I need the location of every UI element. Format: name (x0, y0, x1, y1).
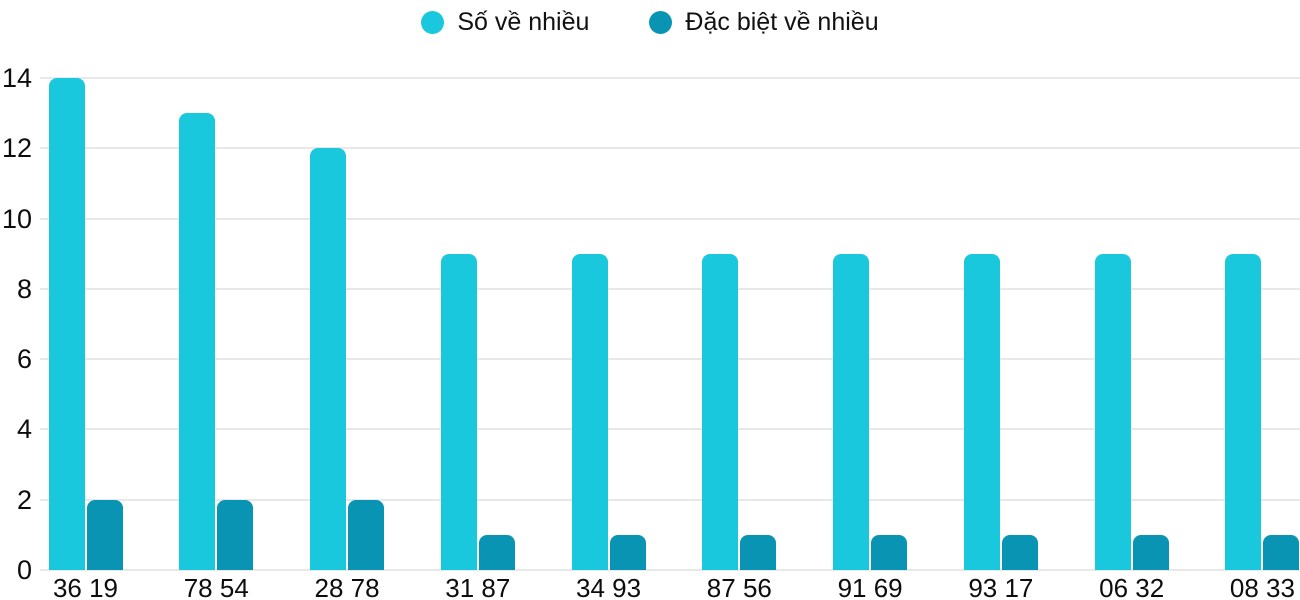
bar-dac-biet-ve-nhieu-93-17[interactable] (1001, 534, 1038, 570)
y-axis-tick-2: 2 (16, 484, 32, 515)
legend-label-so-ve-nhieu: Số về nhiều (457, 8, 590, 36)
bar-so-ve-nhieu-31-87[interactable] (440, 253, 477, 570)
bar-so-ve-nhieu-93-17[interactable] (963, 253, 1000, 570)
x-axis-label-78-54: 78 54 (183, 573, 249, 600)
bar-so-ve-nhieu-34-93[interactable] (571, 253, 608, 570)
legend-item-so-ve-nhieu[interactable]: Số về nhiều (421, 8, 589, 37)
bar-dac-biet-ve-nhieu-31-87[interactable] (478, 534, 515, 570)
bar-dac-biet-ve-nhieu-91-69[interactable] (871, 534, 908, 570)
gridline-y-4 (40, 428, 1300, 431)
bar-so-ve-nhieu-78-54[interactable] (179, 113, 216, 570)
y-axis-tick-14: 14 (1, 63, 32, 93)
x-axis-label-34-93: 34 93 (576, 573, 642, 600)
legend-swatch-cyan-icon (421, 11, 445, 34)
chart-legend: Số về nhiều Đặc biệt về nhiều (0, 8, 1300, 37)
bar-dac-biet-ve-nhieu-28-78[interactable] (348, 499, 385, 570)
bar-so-ve-nhieu-06-32[interactable] (1094, 253, 1131, 570)
bar-dac-biet-ve-nhieu-08-33[interactable] (1263, 534, 1300, 570)
gridline-y-2 (40, 498, 1300, 501)
y-axis-tick-0: 0 (16, 555, 32, 585)
x-axis-label-91-69: 91 69 (837, 573, 903, 600)
x-axis-label-87-56: 87 56 (706, 573, 772, 600)
legend-swatch-teal-icon (649, 11, 673, 34)
y-axis-tick-6: 6 (16, 344, 32, 375)
bar-so-ve-nhieu-08-33[interactable] (1225, 253, 1262, 570)
y-axis-tick-10: 10 (1, 203, 32, 234)
y-axis-tick-8: 8 (16, 273, 32, 304)
gridline-y-8 (40, 287, 1300, 290)
gridline-y-0 (40, 569, 1300, 571)
bar-dac-biet-ve-nhieu-36-19[interactable] (86, 499, 123, 570)
y-axis-tick-12: 12 (1, 133, 32, 164)
bar-dac-biet-ve-nhieu-34-93[interactable] (609, 534, 646, 570)
bar-dac-biet-ve-nhieu-06-32[interactable] (1132, 534, 1169, 570)
x-axis-label-36-19: 36 19 (52, 573, 119, 600)
legend-label-dac-biet-ve-nhieu: Đặc biệt về nhiều (685, 8, 879, 36)
bar-dac-biet-ve-nhieu-78-54[interactable] (217, 499, 254, 570)
legend-item-dac-biet-ve-nhieu[interactable]: Đặc biệt về nhiều (649, 8, 879, 37)
gridline-y-14 (40, 77, 1300, 79)
x-axis-label-93-17: 93 17 (968, 573, 1034, 600)
bar-so-ve-nhieu-91-69[interactable] (833, 253, 870, 570)
bar-so-ve-nhieu-87-56[interactable] (702, 253, 739, 570)
x-axis-label-06-32: 06 32 (1099, 573, 1165, 600)
gridline-y-12 (40, 147, 1300, 150)
bar-so-ve-nhieu-36-19[interactable] (48, 78, 85, 570)
bar-so-ve-nhieu-28-78[interactable] (310, 148, 347, 570)
gridline-y-6 (40, 358, 1300, 361)
x-axis-label-08-33: 08 33 (1229, 573, 1295, 600)
bar-dac-biet-ve-nhieu-87-56[interactable] (740, 534, 777, 570)
gridline-y-10 (40, 217, 1300, 220)
x-axis-label-28-78: 28 78 (314, 573, 380, 600)
y-axis-tick-4: 4 (16, 414, 32, 445)
x-axis-label-31-87: 31 87 (445, 573, 511, 600)
